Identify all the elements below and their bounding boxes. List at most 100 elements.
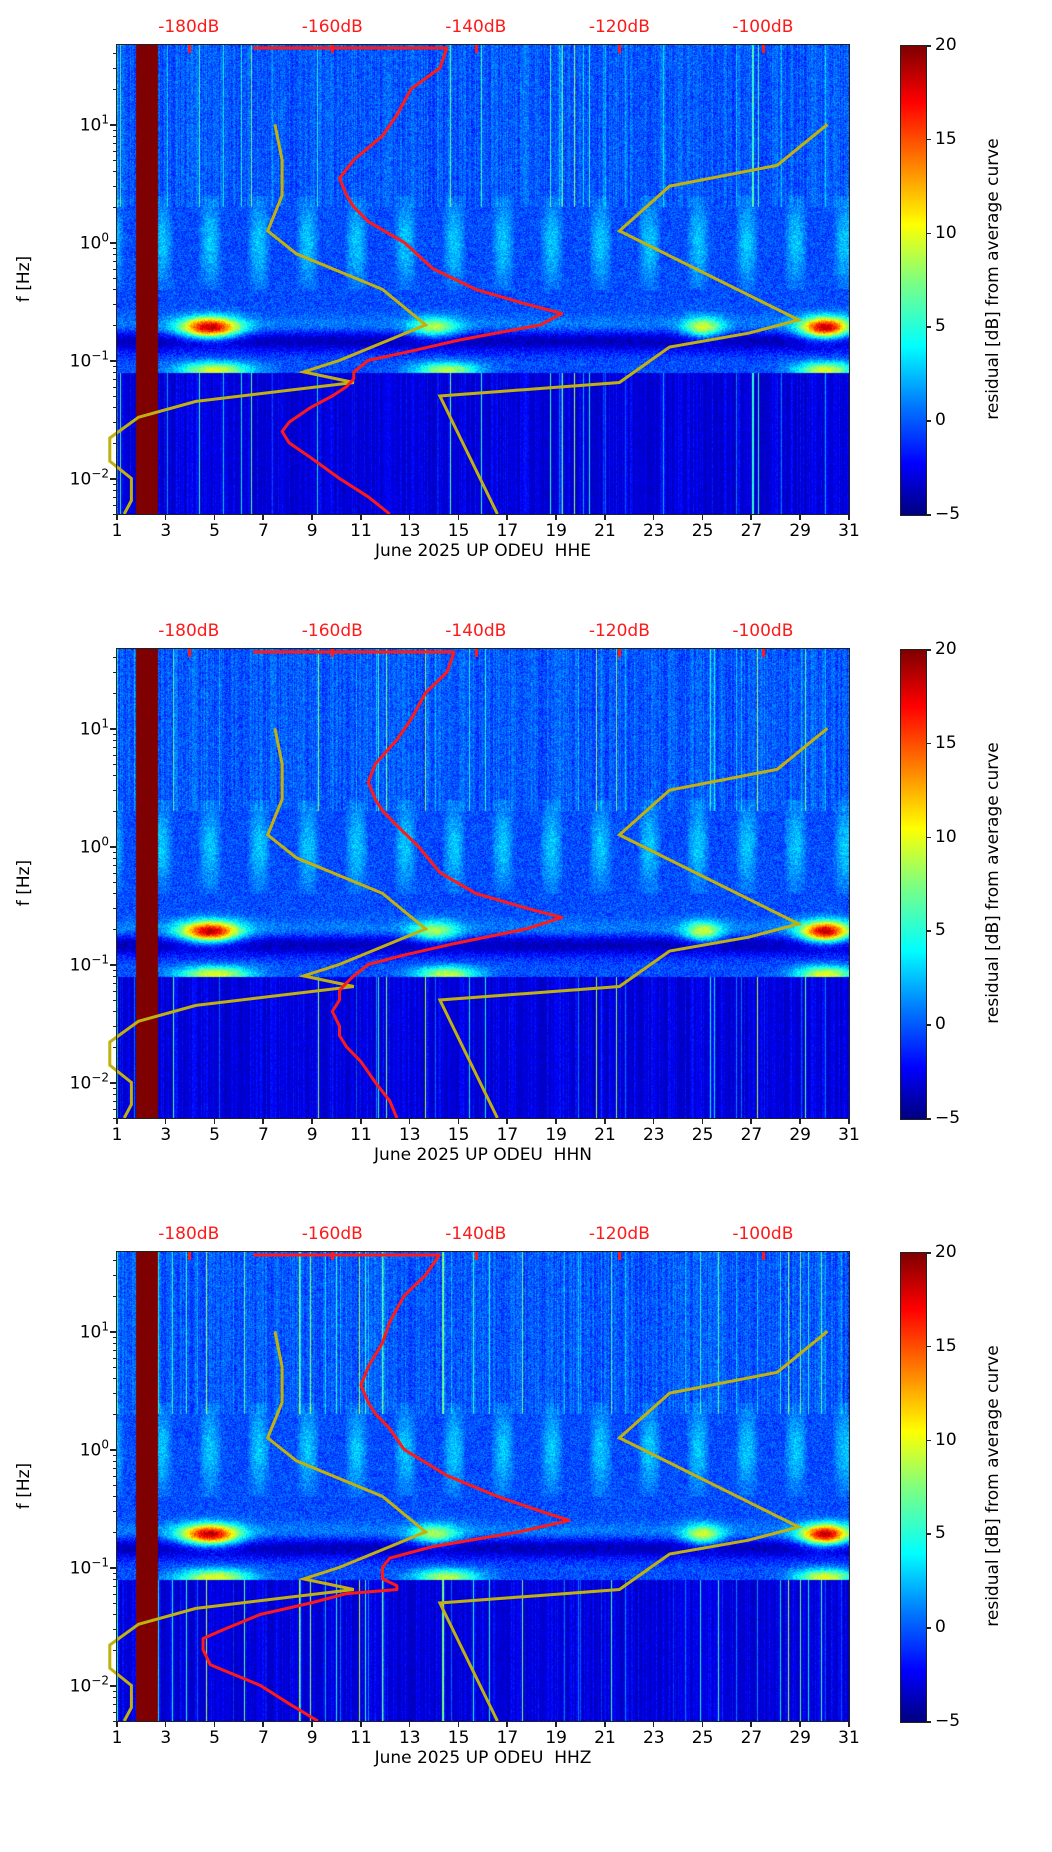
x-axis-label: June 2025 UP ODEU HHN — [374, 1145, 592, 1165]
y-minor-tick — [113, 483, 117, 485]
y-tick-base: 10 — [69, 469, 92, 490]
y-minor-tick — [113, 1593, 117, 1595]
colorbar-tick-label: 10 — [935, 1429, 957, 1450]
y-minor-tick — [113, 442, 117, 444]
x-tick-label: 21 — [594, 1125, 616, 1145]
x-tick-label: 31 — [838, 1728, 860, 1748]
y-minor-tick — [113, 1413, 117, 1415]
y-minor-tick — [113, 672, 117, 674]
y-tick-label: 100 — [80, 1438, 109, 1461]
colorbar-label: residual [dB] from average curve — [983, 742, 1003, 1024]
x-tick-mark — [701, 514, 704, 520]
y-tick-base: 10 — [79, 1440, 102, 1461]
y-minor-tick — [113, 908, 117, 910]
colorbar-tick-label: 15 — [935, 128, 957, 149]
x-tick-mark — [164, 514, 167, 520]
y-minor-tick — [113, 1690, 117, 1692]
spectrogram-plot — [108, 1252, 849, 1723]
y-tick-exponent: 1 — [101, 1320, 109, 1334]
y-minor-tick — [113, 1342, 117, 1344]
y-tick-mark — [110, 360, 117, 362]
y-minor-tick — [113, 1467, 117, 1469]
x-tick-label: 13 — [398, 1728, 421, 1748]
y-minor-tick — [113, 1349, 117, 1351]
x-tick-mark — [360, 1118, 362, 1124]
y-tick-label: 100 — [80, 835, 109, 858]
y-tick-mark — [110, 1331, 117, 1333]
colorbar-tick-label: 20 — [935, 35, 957, 55]
y-minor-tick — [113, 206, 117, 208]
y-minor-tick — [113, 692, 117, 694]
y-tick-exponent: 1 — [101, 717, 109, 731]
colorbar-tick-label: 0 — [935, 410, 946, 431]
colorbar-tick-label: 5 — [935, 920, 946, 941]
db-tick-mark — [761, 1252, 765, 1260]
y-minor-tick — [113, 851, 117, 853]
colorbar-tick-mark — [926, 138, 931, 141]
db-tick-label: -120dB — [588, 17, 650, 37]
x-tick-label: 7 — [257, 521, 269, 541]
curves-overlay — [108, 46, 829, 516]
colorbar-tick-label: 10 — [935, 826, 957, 847]
y-minor-tick — [113, 975, 117, 977]
x-tick-label: 13 — [398, 1125, 421, 1145]
db-tick-mark — [187, 45, 191, 53]
db-tick-label: -160dB — [301, 17, 363, 37]
colorbar-tick-label: 0 — [935, 1014, 946, 1035]
y-minor-tick — [113, 1087, 117, 1089]
y-minor-tick — [113, 1711, 117, 1713]
db-tick-mark — [331, 1252, 335, 1260]
colorbar-tick-mark — [926, 649, 931, 651]
x-tick-mark — [799, 1118, 801, 1124]
y-minor-tick — [113, 1496, 117, 1498]
colorbar-tick-label: −5 — [935, 504, 961, 524]
y-minor-tick — [113, 1572, 117, 1574]
x-tick-mark — [652, 514, 655, 520]
y-minor-tick — [113, 304, 117, 306]
y-minor-tick — [113, 142, 117, 144]
x-tick-label: 11 — [350, 521, 372, 541]
y-minor-tick — [113, 990, 117, 992]
db-tick-label: -160dB — [301, 621, 363, 641]
y-minor-tick — [113, 1260, 117, 1262]
x-tick-label: 5 — [209, 1125, 221, 1145]
y-minor-tick — [113, 159, 117, 161]
x-tick-label: 25 — [691, 1125, 714, 1145]
y-minor-tick — [113, 857, 117, 859]
y-minor-tick — [113, 386, 117, 388]
colorbar-tick-label: 20 — [935, 1242, 957, 1262]
y-minor-tick — [113, 422, 117, 424]
y-axis-label: f [Hz] — [14, 255, 34, 303]
x-tick-label: 21 — [594, 1728, 616, 1748]
colorbar-tick-mark — [926, 1627, 931, 1629]
average-psd-curve — [201, 1253, 571, 1723]
db-tick-mark — [761, 649, 765, 657]
y-minor-tick — [113, 186, 117, 188]
x-tick-label: 13 — [398, 521, 421, 541]
y-minor-tick — [113, 514, 117, 515]
colorbar-tick-mark — [926, 514, 931, 516]
x-tick-label: 31 — [838, 521, 860, 541]
y-minor-tick — [113, 88, 117, 90]
x-tick-label: 27 — [740, 1728, 763, 1748]
y-minor-tick — [113, 739, 117, 741]
x-tick-mark — [360, 514, 362, 520]
y-tick-mark — [110, 964, 117, 966]
y-tick-exponent: 0 — [101, 231, 109, 246]
y-minor-tick — [113, 810, 117, 812]
db-tick-mark — [761, 45, 765, 53]
y-minor-tick — [113, 365, 117, 367]
y-minor-tick — [113, 1336, 117, 1338]
x-tick-label: 5 — [209, 1728, 221, 1748]
y-minor-tick — [113, 268, 117, 270]
colorbar-tick-mark — [926, 1439, 931, 1442]
spectrogram-heatmap — [117, 1252, 849, 1721]
colorbar-tick-mark — [926, 232, 931, 235]
y-tick-mark — [110, 1567, 117, 1569]
y-tick-mark — [110, 846, 117, 848]
y-minor-tick — [113, 1295, 117, 1297]
x-tick-label: 1 — [111, 521, 123, 541]
y-minor-tick — [113, 790, 117, 792]
x-tick-mark — [848, 514, 850, 520]
y-minor-tick — [113, 260, 117, 262]
